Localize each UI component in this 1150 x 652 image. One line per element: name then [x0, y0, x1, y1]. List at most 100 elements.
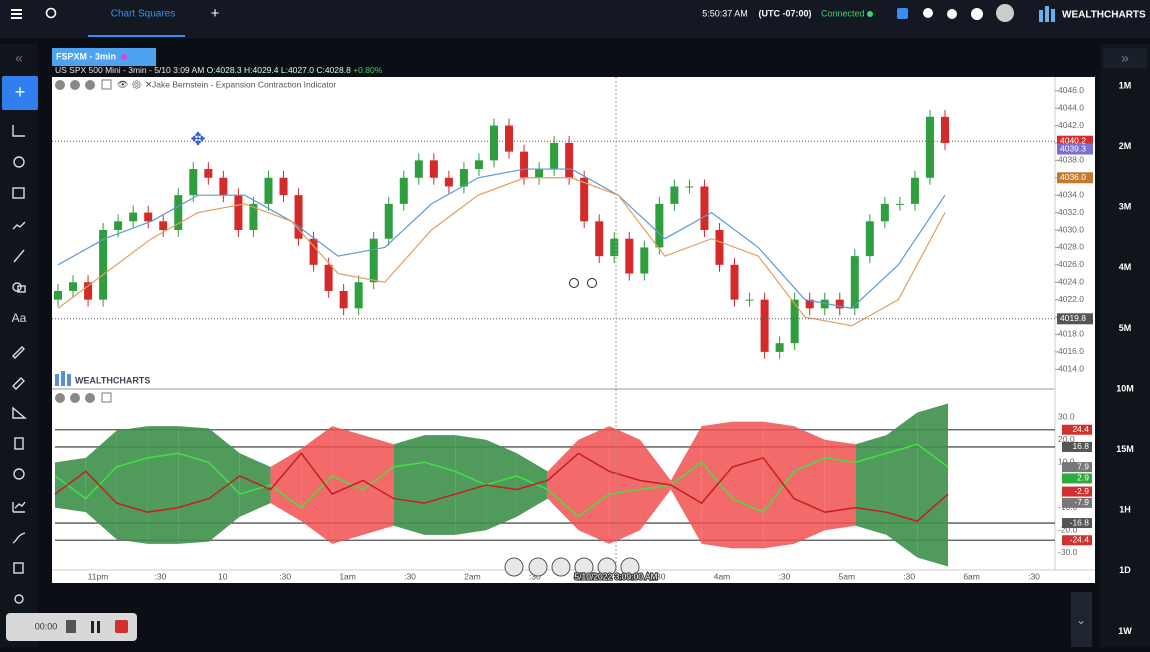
expand-indicator[interactable] — [101, 392, 112, 403]
add-button[interactable] — [2, 76, 38, 110]
scroll-down-icon[interactable]: ⌄ — [1076, 613, 1086, 627]
candle-body — [174, 195, 183, 230]
band-segment — [486, 439, 517, 531]
interval[interactable]: 1W — [1118, 626, 1132, 636]
tool-icons[interactable] — [12, 125, 27, 604]
interval[interactable]: 15M — [1116, 444, 1134, 454]
band-segment — [732, 421, 764, 549]
band-segment — [917, 403, 948, 567]
x-tick-label: 4am — [714, 571, 731, 581]
timezone[interactable]: (UTC -07:00) — [758, 8, 811, 18]
level-label: 16.8 — [1072, 441, 1089, 451]
band-segment — [424, 435, 456, 535]
x-tick-label: 11pm — [88, 571, 109, 581]
price-label-box — [1057, 143, 1093, 155]
level-box — [1062, 486, 1092, 497]
expand[interactable] — [1103, 48, 1147, 68]
candle-body — [369, 238, 378, 283]
candle-body — [159, 221, 168, 230]
add-icon[interactable]: + — [15, 82, 26, 102]
search-icon[interactable] — [45, 7, 57, 19]
interval[interactable]: 4M — [1119, 262, 1132, 272]
candle-body — [219, 177, 228, 196]
nav-buttons[interactable] — [504, 557, 640, 577]
candle-body — [189, 169, 198, 196]
candle-body — [595, 221, 604, 257]
menu-icon[interactable] — [11, 9, 22, 19]
x-tick-label: 1am — [339, 571, 356, 581]
band-segment — [147, 426, 179, 544]
interval[interactable]: 2M — [1119, 141, 1132, 151]
y-tick-label: 4028.0 — [1058, 242, 1084, 252]
logo — [1039, 6, 1055, 22]
candle-body — [459, 169, 468, 187]
candle-body — [384, 203, 393, 239]
interval[interactable]: 1M — [1119, 80, 1132, 90]
band-segment — [455, 435, 487, 535]
y-tick-label: 4018.0 — [1058, 329, 1084, 339]
interval[interactable]: 1H — [1119, 505, 1131, 515]
symbol: US SPX 500 Mini - 3min - 5/10 3:09 AM — [55, 65, 204, 75]
candle-body — [941, 116, 949, 143]
band-segment — [239, 453, 271, 517]
band-segment — [55, 457, 86, 513]
help-icon[interactable] — [971, 8, 983, 20]
stop[interactable] — [115, 620, 128, 633]
candle-body — [84, 282, 93, 300]
y-tick-label: 4044.0 — [1058, 102, 1084, 112]
x-tick-label: :30 — [778, 571, 790, 581]
interval[interactable]: 3M — [1119, 202, 1132, 212]
indicator-name: Jake Bernstein - Expansion Contraction I… — [152, 79, 336, 89]
interval[interactable]: 10M — [1116, 383, 1134, 393]
candle-body — [399, 177, 408, 204]
collapse-indicator[interactable] — [101, 79, 112, 90]
avatar[interactable] — [996, 4, 1014, 22]
price-label: 4019.8 — [1060, 313, 1086, 323]
candle-body — [234, 195, 243, 230]
candle-body — [339, 290, 348, 309]
collapse[interactable]: « — [15, 50, 23, 66]
band-segment — [670, 426, 702, 544]
save-icon[interactable] — [897, 8, 908, 19]
candle-body — [429, 160, 438, 178]
x-tick-label: 2am — [464, 571, 481, 581]
expand-icon[interactable]: » — [1121, 50, 1129, 66]
scroll-down[interactable] — [1071, 592, 1092, 647]
candle-body — [925, 116, 934, 178]
candle-body — [520, 151, 529, 178]
level-label: 2.9 — [1077, 473, 1089, 483]
symbol-line: US SPX 500 Mini - 3min - 5/10 3:09 AM O:… — [55, 65, 383, 75]
interval[interactable]: 5M — [1119, 323, 1132, 333]
settings-icon[interactable] — [947, 9, 957, 19]
pause[interactable] — [97, 621, 100, 633]
candle-body — [730, 264, 739, 300]
chart-tab[interactable] — [52, 48, 156, 66]
tab-dot — [121, 54, 127, 60]
price-label-box — [1057, 172, 1093, 184]
candle-body — [249, 203, 258, 230]
band-segment — [362, 435, 394, 535]
level-box — [1062, 424, 1092, 435]
delete-recording[interactable] — [66, 620, 76, 633]
text-tool[interactable]: Aa — [12, 311, 27, 325]
tab[interactable]: Chart Squares — [111, 9, 175, 20]
pause[interactable] — [91, 621, 94, 633]
add-tab[interactable]: + — [211, 5, 220, 22]
x-tick-label: :30 — [654, 571, 666, 581]
interval[interactable]: 1D — [1119, 565, 1131, 575]
x-tick-label: :30 — [529, 571, 541, 581]
price-label-box — [1057, 313, 1093, 325]
price-label: 4036.0 — [1060, 172, 1086, 182]
candle-body — [685, 186, 694, 188]
candle-body — [910, 177, 919, 204]
candle-body — [114, 221, 123, 230]
bell-icon[interactable] — [923, 8, 933, 18]
indicator-icons[interactable]: 👁 ⚙ ✕ — [117, 79, 152, 89]
band-segment — [116, 426, 148, 544]
crosshair-label: 5/10/2022 3:09:00 AM — [574, 571, 657, 581]
price-label: 4040.2 — [1060, 135, 1086, 145]
candle-body — [715, 230, 724, 265]
chart-controls[interactable] — [55, 80, 95, 403]
y-tick-label: 4034.0 — [1058, 189, 1084, 199]
